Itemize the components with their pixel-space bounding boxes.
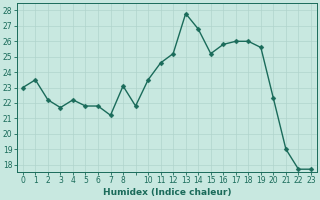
X-axis label: Humidex (Indice chaleur): Humidex (Indice chaleur) [103,188,231,197]
